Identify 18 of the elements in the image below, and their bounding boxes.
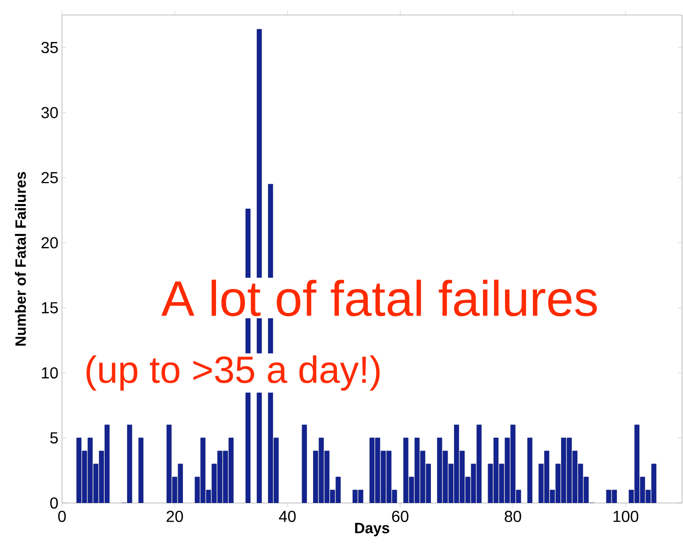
y-tick-label: 20 bbox=[42, 237, 58, 248]
y-tick-label: 25 bbox=[42, 172, 58, 184]
x-tick-label: 0 bbox=[58, 510, 66, 522]
x-tick-label: 40 bbox=[278, 510, 296, 522]
x-tick-label: 80 bbox=[504, 510, 522, 522]
x-tick-label: 60 bbox=[392, 510, 408, 522]
y-tick-label: 0 bbox=[50, 497, 58, 509]
y-tick-label: 35 bbox=[41, 42, 58, 54]
y-tick-label: 10 bbox=[42, 367, 58, 379]
annotation: A lot of fatal failures bbox=[161, 280, 597, 316]
y-axis-title: Number of Fatal Failures bbox=[14, 172, 26, 346]
x-axis-title: Days bbox=[355, 522, 390, 536]
annotation: (up to >35 a day!) bbox=[86, 355, 380, 391]
y-tick-label: 30 bbox=[41, 106, 58, 118]
y-tick-label: 5 bbox=[50, 432, 58, 444]
y-tick-label: 15 bbox=[42, 302, 58, 314]
x-tick-label: 100 bbox=[614, 510, 638, 522]
x-tick-label: 20 bbox=[166, 510, 183, 522]
